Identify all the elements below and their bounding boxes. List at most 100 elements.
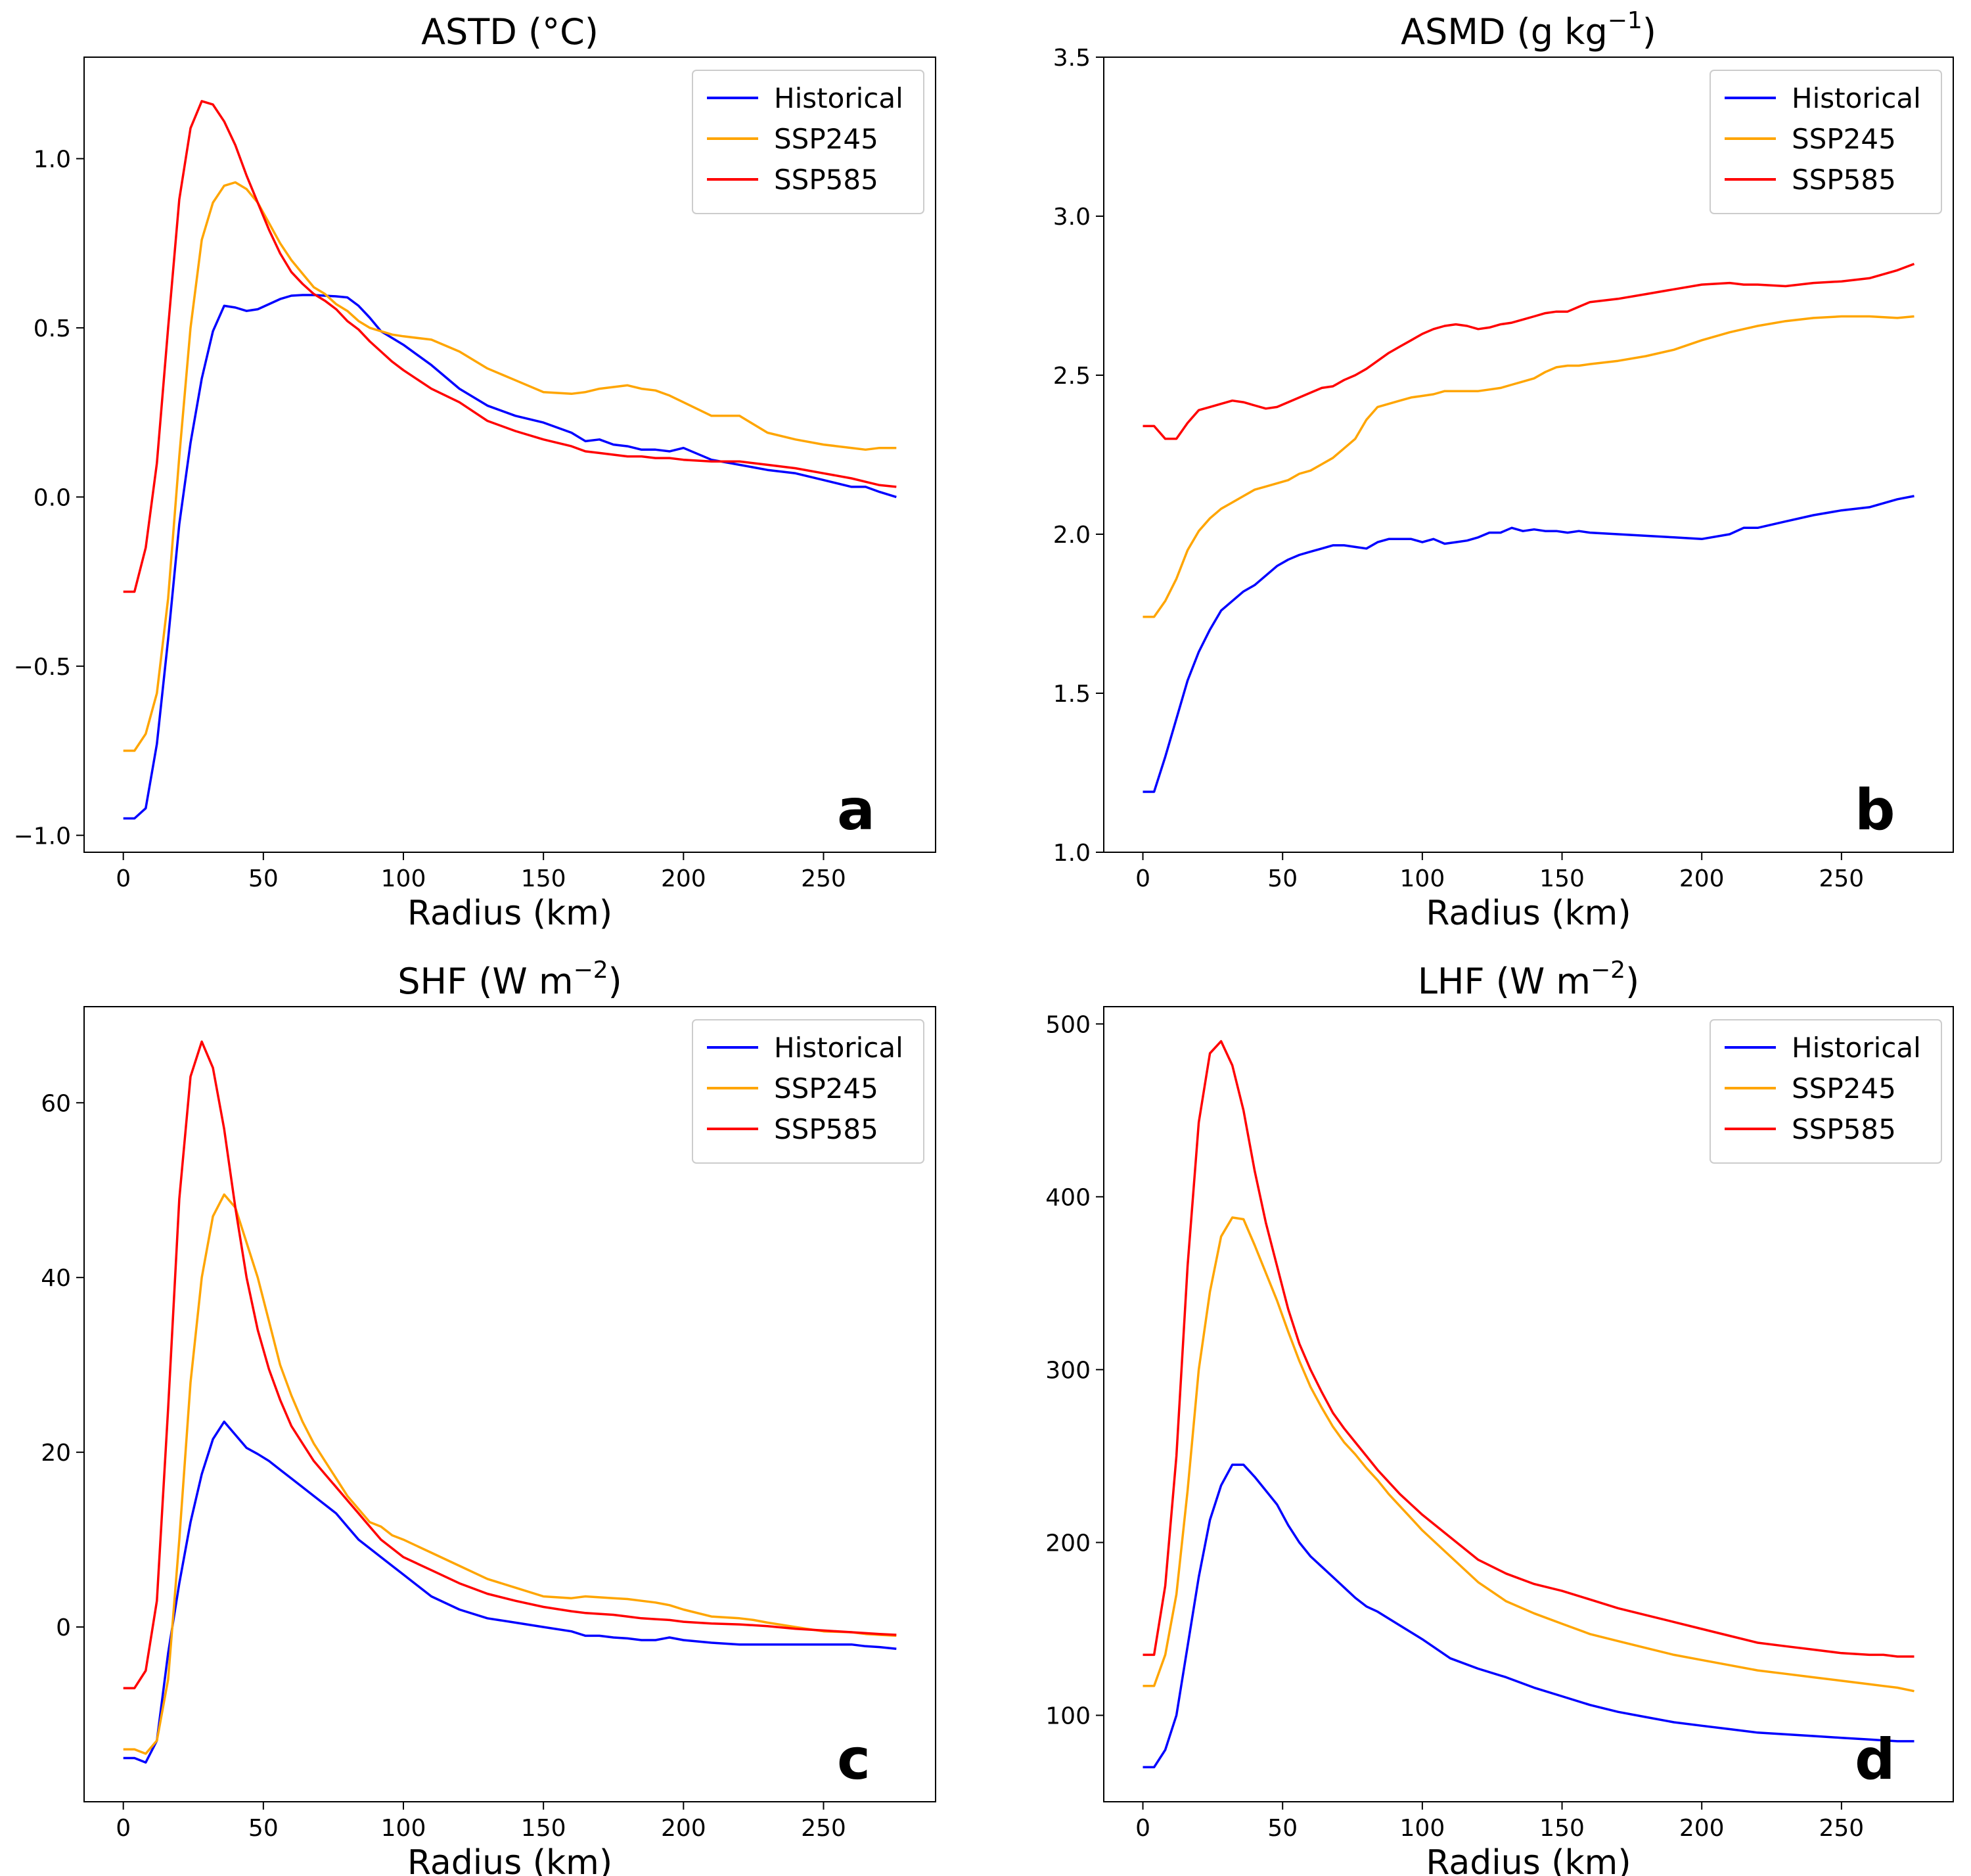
- legend-box: [692, 1019, 924, 1164]
- x-tick-label: 50: [248, 1815, 279, 1842]
- panel-title-exponent: −2: [574, 957, 608, 984]
- legend-label: Historical: [774, 1032, 903, 1064]
- panel-c: SHF (W m−2) 0 50 100 150 200 250 0 20 40 60 Radius …: [41, 957, 936, 1876]
- legend: Historical SSP245 SSP585: [692, 1019, 924, 1164]
- y-tick-label: 0: [56, 1614, 71, 1641]
- series-line-ssp245: [1143, 1216, 1914, 1693]
- legend: Historical SSP245 SSP585: [1710, 70, 1942, 214]
- series-line-historical: [123, 294, 897, 820]
- panel-title: SHF (W m−2): [397, 957, 622, 1002]
- panel-letter: c: [837, 1727, 871, 1793]
- y-tick-label: 2.5: [1053, 363, 1091, 390]
- panel-title-text: SHF (W m: [397, 961, 573, 1002]
- series-line-historical: [1143, 1463, 1914, 1769]
- legend-box: [1710, 1019, 1942, 1164]
- legend-label: SSP245: [774, 123, 878, 155]
- panel-title-end: ): [1642, 11, 1656, 53]
- x-tick-label: 0: [1135, 1815, 1150, 1842]
- series-line-ssp245: [123, 1193, 897, 1755]
- x-tick-label: 0: [1135, 865, 1150, 892]
- legend-box: [692, 70, 924, 214]
- x-tick-label: 150: [521, 865, 566, 892]
- panel-b: ASMD (g kg−1) 0 50 100 150 200 250 1.0 1.5 2.0 2.5…: [1053, 7, 1954, 933]
- legend-label: SSP245: [1792, 1072, 1896, 1105]
- series-line-ssp585: [1143, 1040, 1914, 1658]
- panel-title: ASMD (g kg−1): [1401, 7, 1656, 53]
- legend-box: [1710, 70, 1942, 214]
- panel-title: ASTD (°C): [421, 11, 599, 53]
- x-tick-label: 50: [1267, 1815, 1298, 1842]
- x-tick-label: 50: [1267, 865, 1298, 892]
- y-tick-label: −0.5: [14, 654, 71, 681]
- x-tick-label: 50: [248, 865, 279, 892]
- panel-title: LHF (W m−2): [1418, 957, 1639, 1002]
- x-axis-title: Radius (km): [407, 1843, 612, 1876]
- panel-title-exponent: −1: [1608, 7, 1642, 34]
- panel-a: ASTD (°C) 0 50 100 150 200 250 −1.0 −0.5 0.0 0.5 1.…: [14, 11, 936, 933]
- legend-label: SSP585: [774, 1113, 878, 1145]
- x-tick-label: 0: [116, 1815, 131, 1842]
- x-axis-title: Radius (km): [1426, 894, 1631, 933]
- y-tick-label: 300: [1045, 1357, 1091, 1384]
- y-tick-label: 0.5: [34, 315, 71, 342]
- legend: Historical SSP245 SSP585: [1710, 1019, 1942, 1164]
- panel-title-text: LHF (W m: [1418, 961, 1591, 1002]
- legend-label: SSP245: [774, 1072, 878, 1105]
- series-line-ssp585: [1143, 262, 1915, 440]
- y-tick-label: 500: [1045, 1011, 1091, 1038]
- x-tick-label: 0: [116, 865, 131, 892]
- x-tick-label: 100: [1400, 1815, 1445, 1842]
- series-line-ssp585: [123, 100, 897, 593]
- axes-frame: [83, 1006, 936, 1802]
- x-tick-label: 250: [1819, 865, 1865, 892]
- y-tick-label: −1.0: [14, 823, 71, 850]
- legend: Historical SSP245 SSP585: [692, 70, 924, 214]
- panel-title-text: ASTD (°C): [421, 11, 599, 53]
- y-tick-label: 1.0: [1053, 840, 1091, 867]
- x-tick-label: 100: [381, 865, 426, 892]
- y-tick-label: 1.0: [34, 146, 71, 173]
- x-tick-label: 200: [1679, 1815, 1725, 1842]
- x-tick-label: 250: [801, 1815, 846, 1842]
- axes-frame: [83, 57, 936, 853]
- series-line-ssp585: [123, 1040, 897, 1689]
- y-tick-label: 100: [1045, 1703, 1091, 1729]
- series-line-ssp245: [1143, 315, 1914, 618]
- x-tick-label: 250: [1819, 1815, 1865, 1842]
- legend-label: SSP585: [774, 164, 878, 196]
- panel-title-end: ): [608, 961, 622, 1002]
- x-tick-label: 150: [521, 1815, 566, 1842]
- panel-letter: a: [837, 777, 875, 843]
- x-tick-label: 100: [381, 1815, 426, 1842]
- x-axis-title: Radius (km): [1426, 1843, 1631, 1876]
- panel-title-text: ASMD (g kg: [1401, 11, 1608, 53]
- series-line-historical: [1143, 495, 1914, 793]
- y-tick-label: 60: [41, 1090, 71, 1117]
- y-tick-label: 40: [41, 1265, 71, 1292]
- legend-label: Historical: [1792, 1032, 1921, 1064]
- y-tick-label: 1.5: [1053, 681, 1091, 708]
- panel-title-end: ): [1625, 961, 1639, 1002]
- legend-label: SSP585: [1792, 1113, 1896, 1145]
- y-tick-label: 2.0: [1053, 522, 1091, 549]
- panel-d: LHF (W m−2) 0 50 100 150 200 250 100 200 300 400 50…: [1045, 957, 1954, 1876]
- y-tick-label: 3.5: [1053, 45, 1091, 72]
- x-tick-label: 200: [661, 1815, 706, 1842]
- legend-label: SSP585: [1792, 164, 1896, 196]
- y-tick-label: 200: [1045, 1530, 1091, 1557]
- x-tick-label: 100: [1400, 865, 1445, 892]
- legend-label: SSP245: [1792, 123, 1896, 155]
- x-tick-label: 150: [1539, 865, 1585, 892]
- series-line-historical: [123, 1420, 897, 1764]
- legend-label: Historical: [774, 82, 903, 114]
- x-axis-title: Radius (km): [407, 894, 612, 933]
- y-tick-label: 3.0: [1053, 204, 1091, 231]
- panel-letter: d: [1855, 1727, 1895, 1793]
- y-tick-label: 400: [1045, 1184, 1091, 1211]
- axes-frame: [1103, 1006, 1954, 1802]
- x-tick-label: 200: [1679, 865, 1725, 892]
- x-tick-label: 150: [1539, 1815, 1585, 1842]
- y-tick-label: 20: [41, 1440, 71, 1467]
- panel-letter: b: [1855, 777, 1895, 843]
- x-tick-label: 200: [661, 865, 706, 892]
